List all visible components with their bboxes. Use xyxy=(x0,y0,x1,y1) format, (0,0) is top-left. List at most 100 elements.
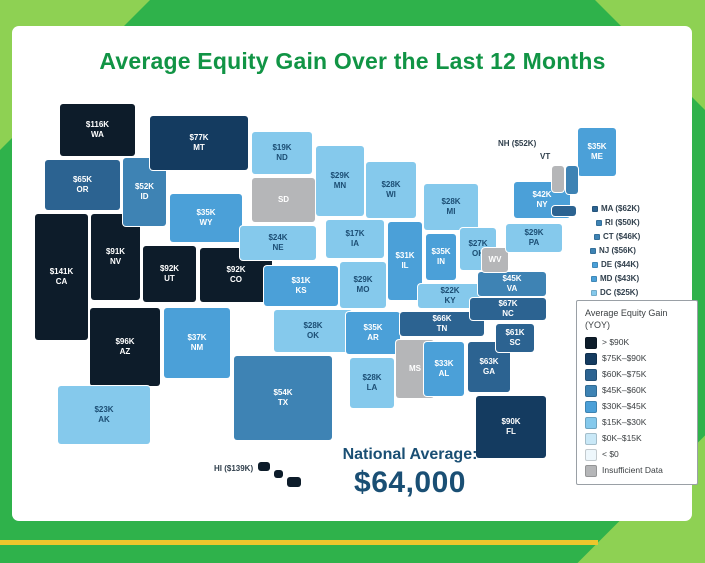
callout-label: NH ($52K) xyxy=(498,139,537,148)
state-ca: $141K CA xyxy=(35,214,88,340)
state-me: $35K ME xyxy=(578,128,616,176)
callout-label: HI ($139K) xyxy=(214,464,254,473)
state-ak: $23K AK xyxy=(58,386,150,444)
callout-chip xyxy=(592,205,598,212)
legend-item-1: $75K–$90K xyxy=(585,353,689,366)
callout-md: MD ($43K) xyxy=(591,274,639,283)
callout-de: DE ($44K) xyxy=(592,260,639,269)
gold-stripe xyxy=(0,540,598,545)
callout-label: RI ($50K) xyxy=(605,218,640,227)
callout-chip xyxy=(592,261,598,268)
state-ok: $28K OK xyxy=(274,310,352,352)
state-az: $96K AZ xyxy=(90,308,160,386)
legend-label: $60K–$75K xyxy=(602,369,647,380)
legend-item-6: $0K–$15K xyxy=(585,433,689,446)
state-ar: $35K AR xyxy=(346,312,400,354)
callout-label: MA ($62K) xyxy=(601,204,640,213)
callout-label: DE ($44K) xyxy=(601,260,639,269)
state-nd: $19K ND xyxy=(252,132,312,174)
callout-ri: RI ($50K) xyxy=(596,218,640,227)
callout-nj: NJ ($56K) xyxy=(590,246,636,255)
national-average-value: $64,000 xyxy=(354,466,466,499)
callout-label: CT ($46K) xyxy=(603,232,641,241)
state-fl: $90K FL xyxy=(476,396,546,458)
state-sc: $61K SC xyxy=(496,324,534,352)
legend-swatch xyxy=(585,433,597,446)
state-ne: $24K NE xyxy=(240,226,316,260)
state-ia: $17K IA xyxy=(326,220,384,258)
legend: Average Equity Gain (YOY) > $90K $75K–$90… xyxy=(576,300,698,486)
state-vt xyxy=(552,166,564,192)
callout-label: NJ ($56K) xyxy=(599,246,636,255)
state-ga: $63K GA xyxy=(468,342,510,392)
legend-item-8: Insufficient Data xyxy=(585,465,689,478)
state-nv: $91K NV xyxy=(91,214,140,300)
callout-label: DC ($25K) xyxy=(600,288,639,297)
callout-chip xyxy=(590,247,596,254)
legend-swatch xyxy=(585,353,597,366)
callout-chip xyxy=(591,275,597,282)
legend-swatch xyxy=(585,449,597,462)
state-pa: $29K PA xyxy=(506,224,562,252)
state-va: $45K VA xyxy=(478,272,546,296)
state-wa: $116K WA xyxy=(60,104,135,156)
legend-swatch xyxy=(585,417,597,430)
legend-item-5: $15K–$30K xyxy=(585,417,689,430)
callout-label: VT xyxy=(540,152,551,161)
legend-item-4: $30K–$45K xyxy=(585,401,689,414)
legend-items: > $90K $75K–$90K $60K–$75K $45K–$60K $30K–$4… xyxy=(585,337,689,478)
state-nm: $37K NM xyxy=(164,308,230,378)
state-in: $35K IN xyxy=(426,234,456,280)
legend-label: $75K–$90K xyxy=(602,353,647,364)
state-mn: $29K MN xyxy=(316,146,364,216)
legend-swatch xyxy=(585,401,597,414)
legend-label: > $90K xyxy=(602,337,630,348)
callout-chip xyxy=(596,219,602,226)
state-hi-island xyxy=(274,470,283,478)
state-la: $28K LA xyxy=(350,358,394,408)
state-wv: WV xyxy=(482,248,508,272)
legend-label: $15K–$30K xyxy=(602,417,647,428)
state-mo: $29K MO xyxy=(340,262,386,308)
state-wy: $35K WY xyxy=(170,194,242,242)
state-ks: $31K KS xyxy=(264,266,338,306)
legend-swatch xyxy=(585,369,597,382)
legend-title: Average Equity Gain (YOY) xyxy=(585,308,668,330)
legend-item-3: $45K–$60K xyxy=(585,385,689,398)
callout-ma: MA ($62K) xyxy=(592,204,640,213)
legend-label: $30K–$45K xyxy=(602,401,647,412)
state-ma xyxy=(552,206,576,216)
state-hi-island xyxy=(287,477,301,487)
callout-chip xyxy=(594,233,600,240)
state-nc: $67K NC xyxy=(470,298,546,320)
state-il: $31K IL xyxy=(388,222,422,300)
callout-nh: NH ($52K) xyxy=(498,139,536,148)
state-nh xyxy=(566,166,578,194)
legend-label: $0K–$15K xyxy=(602,433,642,444)
state-wi: $28K WI xyxy=(366,162,416,218)
callout-dc: DC ($25K) xyxy=(591,288,638,297)
legend-swatch xyxy=(585,385,597,398)
page-title: Average Equity Gain Over the Last 12 Mon… xyxy=(99,48,606,74)
callout-vt: VT xyxy=(540,152,550,161)
callout-chip xyxy=(591,289,597,296)
national-average: National Average: $64,000 xyxy=(315,446,505,500)
callout-hi: HI ($139K) xyxy=(214,464,253,473)
state-mi: $28K MI xyxy=(424,184,478,230)
state-al: $33K AL xyxy=(424,342,464,396)
state-or: $65K OR xyxy=(45,160,120,210)
state-tn: $66K TN xyxy=(400,312,484,336)
legend-swatch xyxy=(585,465,597,478)
legend-label: $45K–$60K xyxy=(602,385,647,396)
legend-label: < $0 xyxy=(602,449,619,460)
state-hi-island xyxy=(258,462,270,471)
state-tx: $54K TX xyxy=(234,356,332,440)
callout-label: MD ($43K) xyxy=(600,274,640,283)
state-sd: SD xyxy=(252,178,315,222)
state-ut: $92K UT xyxy=(143,246,196,302)
callout-ct: CT ($46K) xyxy=(594,232,640,241)
legend-item-2: $60K–$75K xyxy=(585,369,689,382)
state-mt: $77K MT xyxy=(150,116,248,170)
